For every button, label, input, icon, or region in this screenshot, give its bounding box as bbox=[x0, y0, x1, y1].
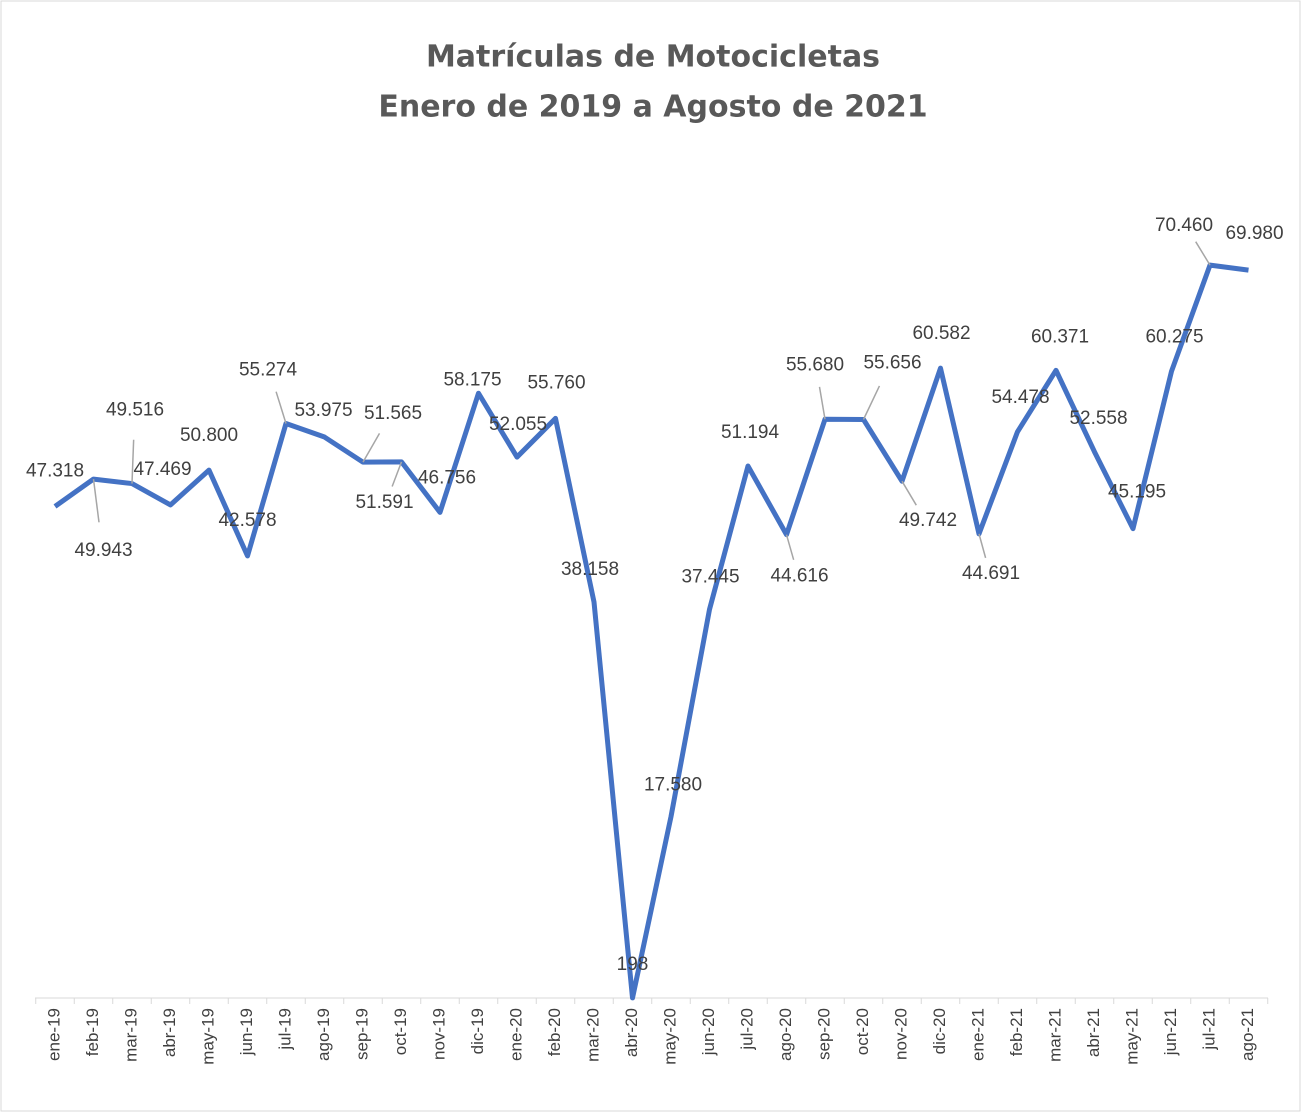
x-tick-label: sep-20 bbox=[814, 1008, 833, 1060]
x-tick-label: jul-20 bbox=[737, 1008, 756, 1051]
x-tick-label: oct-19 bbox=[391, 1008, 410, 1055]
x-tick-label: feb-19 bbox=[83, 1008, 102, 1056]
x-tick-label: abr-20 bbox=[622, 1008, 641, 1057]
data-label: 49.943 bbox=[74, 540, 132, 561]
x-tick-label: ago-21 bbox=[1238, 1008, 1257, 1061]
leader-line bbox=[92, 478, 100, 523]
data-label: 50.800 bbox=[180, 425, 238, 446]
leader-line bbox=[275, 391, 287, 424]
data-label: 51.591 bbox=[355, 492, 413, 513]
x-tick-label: feb-20 bbox=[545, 1008, 564, 1056]
x-tick-label: sep-19 bbox=[352, 1008, 371, 1060]
x-tick-label: may-19 bbox=[198, 1008, 217, 1065]
data-label: 54.478 bbox=[991, 387, 1049, 408]
data-label: 60.582 bbox=[912, 323, 970, 344]
x-tick-label: jul-21 bbox=[1199, 1008, 1218, 1051]
x-tick-label: abr-19 bbox=[160, 1008, 179, 1057]
data-label: 52.558 bbox=[1069, 408, 1127, 429]
data-label: 52.055 bbox=[489, 414, 547, 435]
line bbox=[53, 262, 1249, 1001]
leader-line bbox=[131, 439, 135, 484]
x-tick-label: dic-19 bbox=[468, 1008, 487, 1054]
data-label: 55.274 bbox=[239, 360, 298, 381]
data-label: 17.580 bbox=[644, 775, 702, 796]
leader-line bbox=[862, 385, 881, 420]
x-tick-label: mar-19 bbox=[121, 1008, 140, 1062]
leader-line bbox=[1195, 241, 1211, 266]
x-tick-label: jun-20 bbox=[699, 1008, 718, 1056]
data-label: 58.175 bbox=[443, 369, 501, 390]
x-tick-label: oct-20 bbox=[853, 1008, 872, 1055]
x-tick-label: jul-19 bbox=[275, 1008, 294, 1051]
data-label: 49.516 bbox=[106, 400, 164, 421]
data-label: 198 bbox=[617, 954, 649, 975]
data-label: 42.578 bbox=[218, 510, 276, 531]
data-label: 51.194 bbox=[721, 422, 780, 443]
leader-line bbox=[978, 533, 987, 559]
data-label: 51.565 bbox=[364, 403, 422, 424]
x-tick-label: ago-20 bbox=[776, 1008, 795, 1061]
leader-line bbox=[901, 480, 917, 506]
x-tick-label: jun-21 bbox=[1161, 1008, 1180, 1056]
data-label: 44.691 bbox=[962, 563, 1020, 584]
data-label: 53.975 bbox=[294, 400, 352, 421]
data-label: 69.980 bbox=[1225, 223, 1283, 244]
x-tick-label: abr-21 bbox=[1084, 1008, 1103, 1057]
x-tick-label: may-20 bbox=[660, 1008, 679, 1065]
data-label: 55.760 bbox=[527, 372, 585, 393]
x-tick-label: dic-20 bbox=[930, 1008, 949, 1054]
x-tick-label: ene-19 bbox=[44, 1008, 63, 1061]
leader-line bbox=[362, 433, 381, 463]
x-tick-label: nov-20 bbox=[891, 1008, 910, 1060]
data-label: 38.158 bbox=[561, 559, 619, 580]
data-label: 37.445 bbox=[681, 566, 739, 587]
x-tick-label: mar-20 bbox=[583, 1008, 602, 1062]
chart-subtitle: Enero de 2019 a Agosto de 2021 bbox=[378, 90, 927, 125]
data-label: 46.756 bbox=[418, 467, 476, 488]
x-tick-label: ago-19 bbox=[314, 1008, 333, 1061]
data-label: 45.195 bbox=[1108, 482, 1166, 503]
data-label: 44.616 bbox=[770, 566, 828, 587]
x-tick-label: mar-21 bbox=[1045, 1008, 1064, 1062]
x-tick-label: ene-21 bbox=[968, 1008, 987, 1061]
data-label: 60.275 bbox=[1145, 326, 1203, 347]
chart-title: Matrículas de Motocicletas bbox=[426, 40, 880, 75]
x-tick-label: ene-20 bbox=[506, 1008, 525, 1061]
leader-line bbox=[391, 461, 403, 487]
x-tick-label: nov-19 bbox=[429, 1008, 448, 1060]
leader-line bbox=[818, 386, 826, 420]
leader-line bbox=[785, 534, 795, 561]
x-tick-label: jun-19 bbox=[237, 1008, 256, 1056]
data-label: 70.460 bbox=[1155, 215, 1213, 236]
data-label: 47.469 bbox=[133, 459, 191, 480]
data-label: 47.318 bbox=[26, 460, 84, 481]
data-label: 55.656 bbox=[863, 353, 921, 374]
x-tick-label: feb-21 bbox=[1007, 1008, 1026, 1056]
data-label: 60.371 bbox=[1031, 326, 1089, 347]
data-label: 55.680 bbox=[786, 354, 844, 375]
x-tick-label: may-21 bbox=[1122, 1008, 1141, 1065]
data-label: 49.742 bbox=[899, 510, 957, 531]
